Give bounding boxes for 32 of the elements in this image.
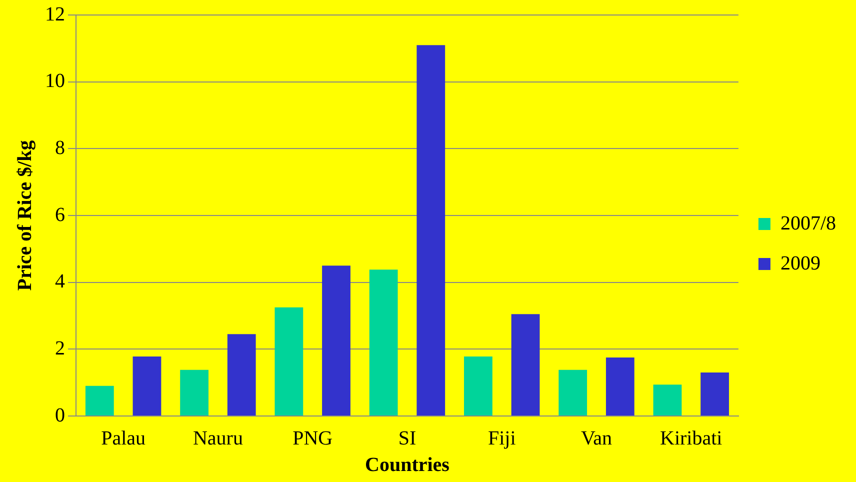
bar — [369, 270, 398, 416]
bar — [132, 356, 162, 416]
y-tick-label: 12 — [45, 3, 65, 26]
bar — [606, 358, 634, 416]
y-tick-label: 10 — [45, 70, 65, 92]
x-tick-label: Fiji — [488, 427, 516, 450]
y-tick-label: 0 — [55, 404, 65, 426]
bar — [700, 372, 729, 416]
x-tick-label: Nauru — [192, 427, 243, 450]
legend-label: 2009 — [780, 252, 820, 274]
y-tick-label: 2 — [55, 337, 65, 360]
x-tick-label: PNG — [292, 427, 333, 450]
legend-label: 2007/8 — [780, 212, 836, 234]
y-tick-label: 8 — [55, 136, 65, 159]
x-tick-label: Palau — [101, 427, 146, 450]
bar — [416, 45, 446, 416]
bar — [653, 384, 682, 416]
x-tick-label: SI — [398, 427, 416, 450]
x-tick-label: Van — [580, 427, 612, 450]
bar — [558, 370, 588, 416]
y-tick-label: 6 — [55, 204, 65, 226]
y-axis-title: Price of Rice $/kg — [14, 140, 36, 291]
bar — [85, 386, 114, 416]
bar — [180, 370, 208, 416]
bar — [511, 314, 540, 416]
bar — [464, 356, 492, 416]
bar — [274, 307, 304, 416]
bar — [322, 266, 350, 416]
bar — [227, 334, 256, 416]
y-tick-label: 4 — [55, 270, 65, 293]
x-axis-title: Countries — [364, 454, 450, 476]
x-tick-label: Kiribati — [660, 427, 723, 450]
